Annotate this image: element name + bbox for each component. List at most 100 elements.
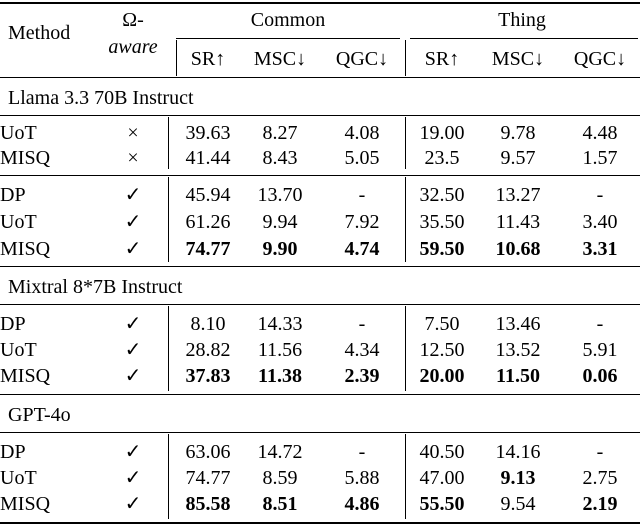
row-value: 7.92 xyxy=(344,211,380,233)
row-method: UoT xyxy=(0,122,37,144)
row-value: 55.50 xyxy=(419,493,465,515)
header-omega-top: Ω- xyxy=(122,9,144,31)
row-value: 12.50 xyxy=(419,339,465,361)
row-value: 9.13 xyxy=(500,467,536,489)
header-group-thing: Thing xyxy=(498,9,546,31)
row-value: 11.43 xyxy=(495,211,541,233)
row-value: 8.43 xyxy=(262,147,298,169)
row-method: DP xyxy=(0,441,26,463)
row-method: MISQ xyxy=(0,365,51,387)
row-value: 5.91 xyxy=(582,339,618,361)
row-aware: ✓ xyxy=(124,313,142,335)
row-vsep-left xyxy=(168,434,169,519)
row-value: 13.70 xyxy=(257,184,303,206)
row-value: - xyxy=(358,184,366,206)
section-rule xyxy=(0,394,640,395)
row-vsep-mid xyxy=(405,306,406,391)
row-value: 10.68 xyxy=(495,238,541,260)
row-value: 59.50 xyxy=(419,238,465,260)
row-value: 8.59 xyxy=(262,467,298,489)
row-value: 2.75 xyxy=(582,467,618,489)
row-value: 74.77 xyxy=(185,467,231,489)
row-value: 4.48 xyxy=(582,122,618,144)
row-value: 3.40 xyxy=(582,211,618,233)
row-method: DP xyxy=(0,313,26,335)
row-value: 11.56 xyxy=(257,339,303,361)
row-vsep-mid xyxy=(405,117,406,169)
header-sub-qgc-common: QGC↓ xyxy=(335,48,389,70)
row-method: MISQ xyxy=(0,493,51,515)
row-value: 37.83 xyxy=(185,365,231,387)
row-value: - xyxy=(358,441,366,463)
row-value: 9.54 xyxy=(500,493,536,515)
row-method: UoT xyxy=(0,467,37,489)
row-value: 23.5 xyxy=(424,147,460,169)
row-aware: ✓ xyxy=(124,467,142,489)
row-value: 40.50 xyxy=(419,441,465,463)
header-omega-bottom: aware xyxy=(108,36,158,58)
row-value: 13.52 xyxy=(495,339,541,361)
header-method: Method xyxy=(8,22,71,44)
top-rule xyxy=(0,2,640,4)
row-value: 1.57 xyxy=(582,147,618,169)
header-vsep-2 xyxy=(405,40,406,76)
row-method: MISQ xyxy=(0,238,51,260)
row-value: 4.08 xyxy=(344,122,380,144)
row-value: 8.10 xyxy=(190,313,226,335)
row-value: 4.34 xyxy=(344,339,380,361)
header-sub-sr-common: SR↑ xyxy=(190,48,226,70)
row-vsep-left xyxy=(168,177,169,262)
row-value: - xyxy=(596,313,604,335)
row-value: 14.72 xyxy=(257,441,303,463)
row-value: 8.27 xyxy=(262,122,298,144)
block-rule xyxy=(0,175,640,176)
row-method: UoT xyxy=(0,339,37,361)
row-value: 74.77 xyxy=(185,238,231,260)
row-value: 28.82 xyxy=(185,339,231,361)
header-sub-msc-common: MSC↓ xyxy=(253,48,307,70)
section-title: GPT-4o xyxy=(8,404,71,426)
bottom-rule xyxy=(0,522,640,524)
row-value: 7.50 xyxy=(424,313,460,335)
row-value: 35.50 xyxy=(419,211,465,233)
row-value: 11.50 xyxy=(496,365,540,387)
row-value: 45.94 xyxy=(185,184,231,206)
section-title: Llama 3.3 70B Instruct xyxy=(8,87,194,109)
row-value: 4.86 xyxy=(344,493,380,515)
row-value: 47.00 xyxy=(419,467,465,489)
row-value: 2.19 xyxy=(582,493,618,515)
section-rule xyxy=(0,432,640,433)
row-method: UoT xyxy=(0,211,37,233)
row-aware: ✓ xyxy=(124,365,142,387)
row-value: 4.74 xyxy=(344,238,380,260)
row-value: 32.50 xyxy=(419,184,465,206)
row-value: 5.88 xyxy=(344,467,380,489)
row-value: 3.31 xyxy=(582,238,618,260)
common-cmidrule xyxy=(176,38,400,39)
thing-cmidrule xyxy=(410,38,638,39)
row-value: 9.57 xyxy=(500,147,536,169)
row-value: 61.26 xyxy=(185,211,231,233)
row-vsep-left xyxy=(168,306,169,391)
row-value: 13.46 xyxy=(495,313,541,335)
row-value: 20.00 xyxy=(419,365,465,387)
row-vsep-mid xyxy=(405,177,406,262)
header-sub-qgc-thing: QGC↓ xyxy=(573,48,627,70)
row-value: 41.44 xyxy=(185,147,231,169)
row-vsep-mid xyxy=(405,434,406,519)
row-value: 2.39 xyxy=(344,365,380,387)
row-value: 63.06 xyxy=(185,441,231,463)
row-value: - xyxy=(358,313,366,335)
row-aware: × xyxy=(127,122,139,144)
header-vsep-1 xyxy=(176,40,177,76)
row-method: DP xyxy=(0,184,26,206)
row-aware: ✓ xyxy=(124,339,142,361)
row-value: 19.00 xyxy=(419,122,465,144)
row-value: 9.94 xyxy=(262,211,298,233)
row-aware: ✓ xyxy=(124,493,142,515)
row-value: 39.63 xyxy=(185,122,231,144)
row-vsep-left xyxy=(168,117,169,169)
row-method: MISQ xyxy=(0,147,51,169)
section-rule xyxy=(0,304,640,305)
